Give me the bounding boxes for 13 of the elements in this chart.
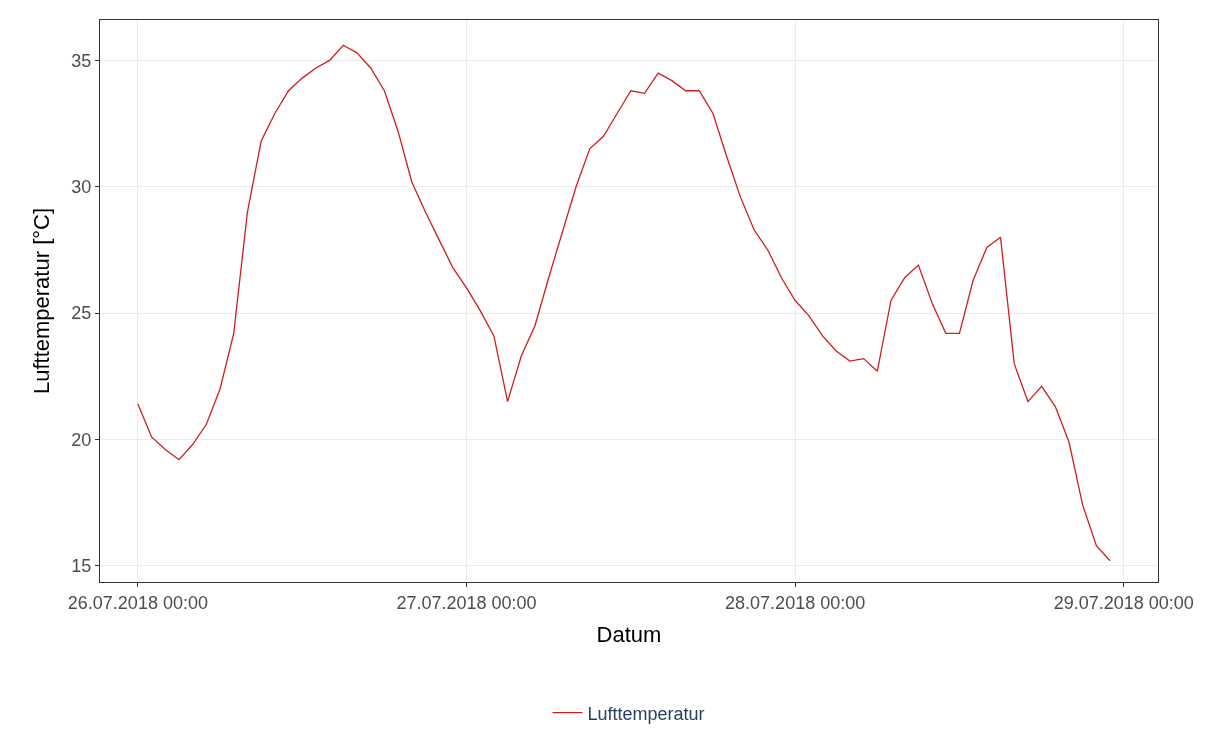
y-tick-label: 25	[71, 303, 92, 324]
x-tick-label: 28.07.2018 00:00	[725, 592, 866, 613]
x-tick-label: 27.07.2018 00:00	[396, 592, 537, 613]
legend-label: Lufttemperatur	[587, 703, 705, 724]
y-tick-label: 15	[71, 556, 92, 577]
x-tick-label: 26.07.2018 00:00	[67, 592, 208, 613]
y-tick-label: 20	[71, 429, 92, 450]
x-axis-title: Datum	[596, 622, 662, 648]
y-axis-title: Lufttemperatur [°C]	[29, 207, 55, 395]
y-tick-label: 35	[71, 50, 92, 71]
line-series	[137, 44, 1111, 562]
y-tick-label: 30	[71, 177, 92, 198]
x-tick-label: 29.07.2018 00:00	[1053, 592, 1194, 613]
